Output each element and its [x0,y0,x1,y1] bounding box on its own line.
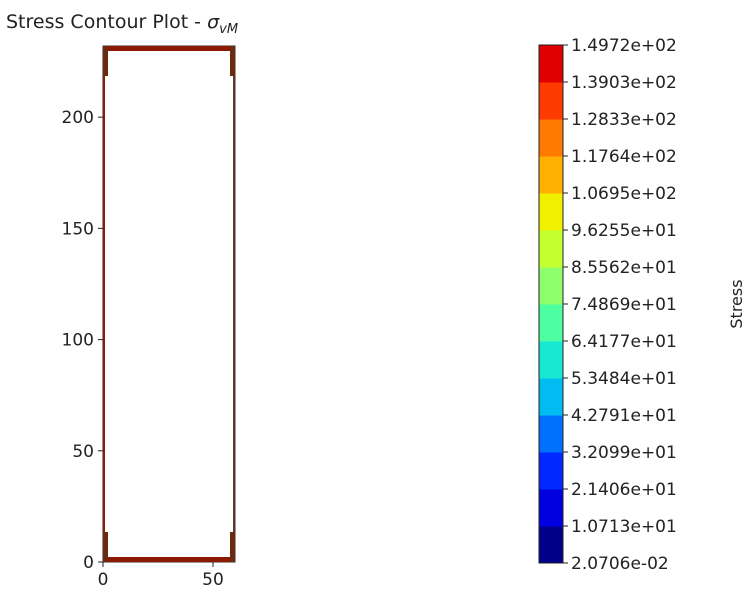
colorbar: 2.0706e-02 1.0713e+01 2.1406e+01 3.2099e+01… [538,36,746,574]
contour-edge-top [103,46,235,51]
colorbar-tick-label: 2.1406e+01 [571,480,677,500]
colorbar-tick-label: 1.0695e+02 [571,184,677,204]
colorbar-tick-label: 9.6255e+01 [571,221,677,241]
contour-corner-0 [103,46,108,76]
colorbar-tick-label: 4.2791e+01 [571,406,677,426]
colorbar-tick-label: 3.2099e+01 [571,443,677,463]
colorbar-tick-label: 1.2833e+02 [571,110,677,130]
y-tick-label: 200 [62,108,94,128]
chart-title: Stress Contour Plot - σvM [6,11,238,37]
chart-title-subscript: vM [219,22,238,37]
colorbar-band [539,156,563,194]
contour-edge-bottom [103,557,235,562]
contour-edge-left [103,46,105,562]
colorbar-band [539,415,563,453]
y-tick-label: 50 [72,442,94,462]
colorbar-tick-label: 1.3903e+02 [571,73,677,93]
chart-title-text: Stress Contour Plot - [6,11,207,33]
colorbar-tick-label: 1.0713e+01 [571,517,677,537]
chart-title-symbol: σ [207,11,220,33]
contour-edge-right [233,46,235,562]
colorbar-band [539,341,563,379]
x-axis: 0 50 [98,562,224,590]
colorbar-band [539,119,563,157]
colorbar-tick-label: 8.5562e+01 [571,258,677,278]
colorbar-band [539,526,563,564]
colorbar-band [539,378,563,416]
contour-corner-3 [230,532,235,562]
colorbar-tick-label: 1.4972e+02 [571,36,677,56]
colorbar-bands [539,45,563,564]
colorbar-band [539,230,563,268]
contour-plot-area: 0 50 0 50 100 150 200 [62,45,236,590]
x-tick-label: 0 [98,570,109,590]
contour-corner-2 [103,532,108,562]
contour-interior [103,46,235,562]
colorbar-band [539,489,563,527]
colorbar-band [539,452,563,490]
y-tick-label: 100 [62,331,94,351]
colorbar-ticks: 2.0706e-02 1.0713e+01 2.1406e+01 3.2099e+01… [563,36,677,574]
contour-corner-1 [230,46,235,76]
colorbar-band [539,193,563,231]
colorbar-band [539,45,563,83]
colorbar-band [539,304,563,342]
y-tick-label: 150 [62,219,94,239]
colorbar-label: Stress [727,279,746,328]
y-tick-label: 0 [83,553,94,573]
colorbar-band [539,82,563,120]
colorbar-tick-label: 6.4177e+01 [571,332,677,352]
colorbar-tick-label: 2.0706e-02 [571,554,669,574]
colorbar-band [539,267,563,305]
colorbar-tick-label: 7.4869e+01 [571,295,677,315]
contour-fill [103,46,235,562]
y-axis: 0 50 100 150 200 [62,108,103,573]
x-tick-label: 50 [202,570,224,590]
colorbar-tick-label: 5.3484e+01 [571,369,677,389]
colorbar-tick-label: 1.1764e+02 [571,147,677,167]
